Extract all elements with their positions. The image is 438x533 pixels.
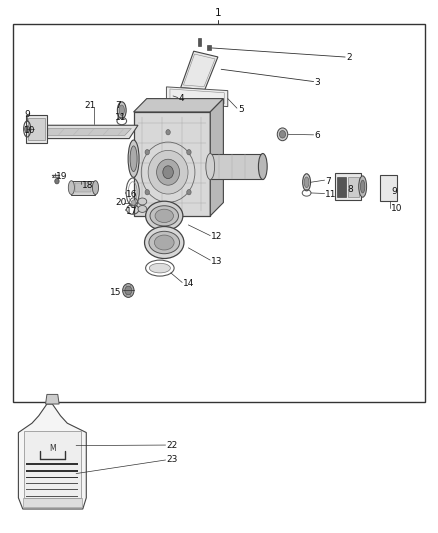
Text: 12: 12: [211, 232, 223, 241]
Text: 14: 14: [183, 279, 194, 288]
Bar: [380, 175, 397, 201]
Ellipse shape: [154, 235, 174, 250]
Bar: [26, 496, 78, 497]
Ellipse shape: [68, 181, 74, 195]
Text: 10: 10: [391, 205, 403, 213]
Text: 3: 3: [314, 78, 320, 87]
Text: 13: 13: [211, 257, 223, 265]
Bar: [75, 183, 91, 192]
Ellipse shape: [138, 198, 147, 205]
Polygon shape: [166, 87, 228, 107]
Bar: [26, 477, 78, 478]
Ellipse shape: [149, 231, 180, 254]
Text: 7: 7: [115, 101, 121, 110]
Bar: [23, 498, 82, 507]
Bar: [26, 470, 78, 472]
Text: 1: 1: [214, 9, 221, 18]
Text: 21: 21: [85, 101, 96, 109]
Text: 23: 23: [166, 456, 178, 464]
Text: 17: 17: [126, 207, 138, 215]
Bar: [26, 115, 47, 143]
Ellipse shape: [92, 181, 99, 195]
Ellipse shape: [145, 227, 184, 259]
Polygon shape: [46, 394, 59, 404]
Circle shape: [384, 184, 389, 191]
Polygon shape: [180, 51, 218, 90]
Text: 20: 20: [115, 198, 127, 207]
Polygon shape: [42, 128, 131, 135]
Ellipse shape: [359, 176, 367, 197]
Text: 6: 6: [314, 132, 320, 140]
Text: 15: 15: [110, 288, 122, 296]
Ellipse shape: [303, 174, 311, 191]
Circle shape: [187, 150, 191, 155]
Text: 22: 22: [166, 441, 178, 449]
Bar: [210, 154, 263, 180]
Polygon shape: [18, 404, 86, 509]
Text: 18: 18: [82, 181, 94, 190]
Text: 9: 9: [24, 110, 30, 119]
Text: 10: 10: [24, 126, 35, 134]
Bar: [198, 38, 201, 46]
Ellipse shape: [150, 206, 179, 226]
Ellipse shape: [130, 146, 137, 172]
Text: 9: 9: [391, 188, 397, 196]
Bar: [26, 483, 78, 484]
Circle shape: [277, 128, 288, 141]
Circle shape: [123, 284, 134, 297]
Circle shape: [125, 286, 132, 295]
Bar: [26, 464, 78, 465]
Circle shape: [279, 131, 286, 138]
Text: 4: 4: [179, 94, 184, 103]
Ellipse shape: [155, 209, 173, 223]
Circle shape: [131, 200, 136, 205]
Ellipse shape: [138, 206, 147, 213]
Bar: [337, 177, 346, 197]
Bar: [26, 489, 78, 490]
Bar: [134, 112, 210, 216]
Text: 19: 19: [56, 173, 67, 181]
Circle shape: [187, 190, 191, 195]
Circle shape: [55, 179, 59, 184]
Polygon shape: [210, 99, 223, 216]
Bar: [13, 24, 425, 402]
Circle shape: [25, 126, 30, 132]
Bar: [24, 431, 81, 498]
Circle shape: [145, 190, 149, 195]
Text: 7: 7: [325, 177, 331, 185]
Ellipse shape: [149, 263, 170, 273]
Text: 5: 5: [238, 105, 244, 114]
Bar: [71, 181, 95, 195]
Polygon shape: [33, 125, 138, 139]
Ellipse shape: [206, 154, 215, 180]
Circle shape: [166, 209, 170, 215]
Ellipse shape: [360, 180, 365, 193]
Ellipse shape: [156, 159, 180, 185]
Circle shape: [145, 150, 149, 155]
Ellipse shape: [145, 201, 183, 231]
Circle shape: [166, 130, 170, 135]
Text: M: M: [49, 444, 56, 453]
Ellipse shape: [258, 154, 267, 180]
Ellipse shape: [128, 140, 139, 177]
Text: 11: 11: [115, 113, 127, 122]
Ellipse shape: [119, 105, 124, 116]
Circle shape: [163, 166, 173, 179]
Polygon shape: [134, 99, 223, 112]
Text: 11: 11: [325, 190, 337, 199]
Ellipse shape: [117, 102, 126, 119]
Bar: [207, 45, 211, 50]
Text: 16: 16: [126, 190, 138, 198]
Text: 8: 8: [347, 185, 353, 193]
Bar: [28, 118, 45, 140]
Text: 2: 2: [346, 53, 352, 61]
Bar: [335, 173, 361, 200]
Bar: [348, 177, 359, 197]
Ellipse shape: [148, 150, 188, 194]
Ellipse shape: [304, 177, 309, 188]
